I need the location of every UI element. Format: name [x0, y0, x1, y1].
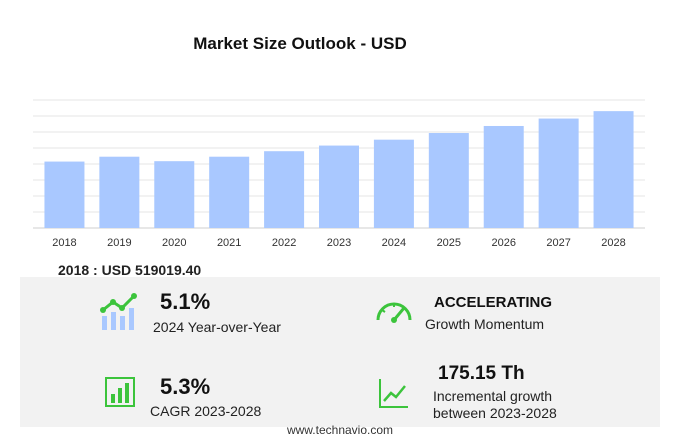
bar-2020: [154, 161, 195, 228]
chart-title: Market Size Outlook - USD: [193, 34, 407, 53]
bar-chart: 2018 2019 2020 2021 2022 2023 2024 2025 2026 2027…: [33, 99, 645, 249]
bar-2028: [593, 111, 634, 228]
yoy-label: 2024 Year-over-Year: [153, 319, 281, 335]
cagr-label: CAGR 2023-2028: [150, 403, 262, 419]
x-tick-label: 2026: [491, 237, 515, 249]
bar-2023: [319, 145, 359, 228]
yoy-value: 5.1%: [160, 289, 211, 314]
momentum-value: ACCELERATING: [434, 294, 553, 311]
incremental-value: 175.15 Th: [438, 363, 525, 384]
x-tick-label: 2021: [217, 237, 241, 249]
x-tick-label: 2028: [601, 237, 625, 249]
momentum-label: Growth Momentum: [425, 316, 545, 332]
bar-2018: [44, 161, 85, 228]
growth-chart-icon: [100, 293, 137, 330]
bar-chart-icon: [105, 377, 135, 407]
x-tick-label: 2024: [382, 237, 406, 249]
x-tick-label: 2023: [327, 237, 351, 249]
speedometer-icon: [376, 302, 412, 323]
x-tick-label: 2018: [52, 237, 76, 249]
source-footer: www.technavio.com: [286, 423, 394, 437]
line-chart-icon: [379, 379, 408, 408]
bar-2026: [483, 125, 524, 228]
bar-2019: [99, 156, 140, 228]
incremental-label-2: between 2023-2028: [433, 405, 557, 421]
x-tick-label: 2020: [162, 237, 186, 249]
x-tick-label: 2027: [546, 237, 570, 249]
bar-2027: [538, 118, 579, 228]
bar-2021: [209, 156, 250, 228]
x-tick-label: 2022: [272, 237, 296, 249]
x-tick-label: 2025: [437, 237, 461, 249]
x-tick-label: 2019: [107, 237, 131, 249]
incremental-label-1: Incremental growth: [433, 388, 553, 404]
bar-2025: [428, 133, 469, 228]
bars: [44, 111, 634, 228]
cagr-value: 5.3%: [160, 374, 211, 399]
bar-2022: [264, 151, 305, 228]
base-year-value: 2018 : USD 519019.40: [58, 262, 202, 278]
bar-2024: [373, 139, 414, 228]
x-tick-labels: 2018 2019 2020 2021 2022 2023 2024 2025 2026 2027…: [52, 237, 626, 249]
